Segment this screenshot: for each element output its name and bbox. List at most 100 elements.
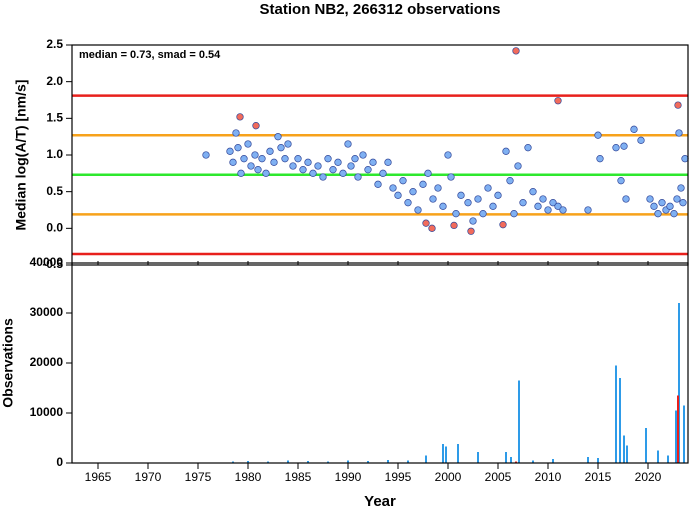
chart-title: Station NB2, 266312 observations	[260, 1, 501, 18]
bar	[552, 459, 554, 463]
point	[512, 47, 520, 55]
bar	[619, 378, 621, 463]
point	[519, 199, 527, 207]
point	[229, 158, 237, 166]
y-tick-label: -0.5	[42, 257, 63, 271]
point	[369, 158, 377, 166]
point	[244, 140, 252, 148]
point	[439, 202, 447, 210]
point	[422, 219, 430, 227]
point	[374, 180, 382, 188]
point	[620, 142, 628, 150]
y-tick-label: 2.0	[46, 74, 63, 88]
point	[274, 133, 282, 141]
y-tick-label: 40000	[30, 255, 64, 269]
point	[281, 155, 289, 163]
point	[502, 147, 510, 155]
point	[646, 195, 654, 203]
point	[559, 206, 567, 214]
point	[506, 177, 514, 185]
point	[467, 227, 475, 235]
bar	[287, 460, 289, 463]
point	[674, 101, 682, 109]
point	[469, 217, 477, 225]
point	[399, 177, 407, 185]
bar	[445, 446, 447, 463]
bar	[626, 445, 628, 463]
bar	[442, 444, 444, 463]
point	[299, 166, 307, 174]
bar	[267, 461, 269, 463]
x-tick-label: 1975	[185, 470, 212, 484]
point	[389, 184, 397, 192]
x-tick-label: 2020	[635, 470, 662, 484]
x-tick-label: 1970	[135, 470, 162, 484]
x-tick-label: 2015	[585, 470, 612, 484]
bar	[667, 455, 669, 463]
point	[270, 158, 278, 166]
point	[658, 199, 666, 207]
point	[404, 199, 412, 207]
point	[479, 210, 487, 218]
point	[414, 206, 422, 214]
bar	[683, 405, 685, 463]
point	[247, 162, 255, 170]
bar	[675, 410, 677, 463]
y-tick-label: 0	[56, 455, 63, 469]
point	[428, 224, 436, 232]
point	[359, 151, 367, 159]
point	[650, 202, 658, 210]
bar	[387, 460, 389, 463]
plot-frame	[71, 262, 689, 464]
point	[494, 191, 502, 199]
point	[584, 206, 592, 214]
point	[409, 188, 417, 196]
point	[612, 144, 620, 152]
point	[329, 166, 337, 174]
point	[673, 195, 681, 203]
bar	[645, 428, 647, 463]
point	[510, 210, 518, 218]
bar	[232, 461, 234, 463]
point	[444, 151, 452, 159]
point	[484, 184, 492, 192]
point	[384, 158, 392, 166]
bar	[327, 461, 329, 463]
bar	[677, 395, 679, 463]
point	[424, 169, 432, 177]
annotation: median = 0.73, smad = 0.54	[79, 49, 221, 61]
point	[266, 147, 274, 155]
y-axis-label: Median log(A/T) [nm/s]	[13, 80, 29, 231]
y-axis-label: Observations	[0, 318, 16, 408]
y-tick-label: 1.5	[46, 111, 63, 125]
point	[258, 155, 266, 163]
x-axis-label: Year	[364, 493, 396, 510]
point	[554, 202, 562, 210]
x-tick-label: 2010	[535, 470, 562, 484]
bar	[587, 457, 589, 463]
x-tick-label: 1980	[235, 470, 262, 484]
point	[594, 131, 602, 139]
point	[419, 180, 427, 188]
point	[666, 202, 674, 210]
point	[654, 210, 662, 218]
x-tick-label: 1985	[285, 470, 312, 484]
point	[334, 158, 342, 166]
point	[240, 155, 248, 163]
bar	[597, 458, 599, 463]
point	[347, 162, 355, 170]
point	[474, 195, 482, 203]
point	[262, 169, 270, 177]
bar	[425, 455, 427, 463]
point	[549, 199, 557, 207]
x-tick-label: 1965	[85, 470, 112, 484]
point	[319, 173, 327, 181]
point	[277, 144, 285, 152]
point	[617, 177, 625, 185]
point	[544, 206, 552, 214]
point	[524, 144, 532, 152]
bar	[477, 452, 479, 463]
point	[681, 155, 689, 163]
point	[464, 199, 472, 207]
bar	[505, 452, 507, 463]
